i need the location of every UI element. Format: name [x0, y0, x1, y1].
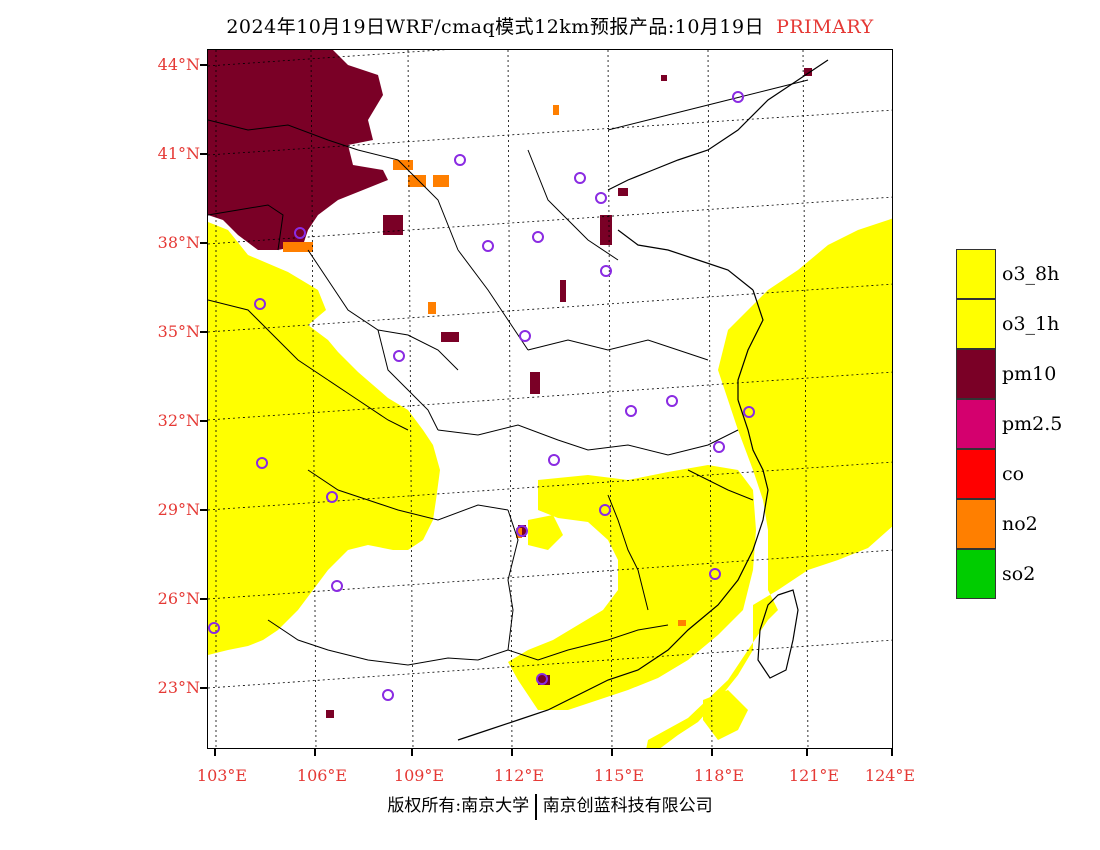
map-title: 2024年10月19日WRF/cmaq模式12km预报产品:10月19日 PRIM… — [0, 12, 1100, 39]
lon-label-106e: 106°E — [296, 766, 348, 785]
lon-tick — [314, 749, 316, 756]
legend-label: pm2.5 — [1002, 413, 1063, 435]
station-marker — [666, 395, 678, 407]
station-marker — [536, 673, 548, 685]
lon-label-112e: 112°E — [493, 766, 545, 785]
lat-label-35n: 35°N — [157, 322, 200, 341]
legend-item-no2: no2 — [956, 499, 1076, 549]
lon-label-124e: 124°E — [864, 766, 916, 785]
legend-label: o3_8h — [1002, 263, 1060, 285]
lon-tick — [214, 749, 216, 756]
lon-tick — [511, 749, 513, 756]
legend-swatch — [956, 249, 996, 299]
lon-tick — [611, 749, 613, 756]
station-marker — [548, 454, 560, 466]
copyright-separator — [535, 793, 537, 820]
station-marker — [713, 441, 725, 453]
lon-tick — [806, 749, 808, 756]
lon-label-118e: 118°E — [693, 766, 745, 785]
legend-label: pm10 — [1002, 363, 1057, 385]
lat-tick — [200, 64, 207, 66]
lon-label-121e: 121°E — [788, 766, 840, 785]
o3-region-east — [646, 218, 892, 748]
title-primary-tag: PRIMARY — [776, 16, 874, 38]
lat-label-44n: 44°N — [157, 55, 200, 74]
station-marker — [254, 298, 266, 310]
legend-item-pm10: pm10 — [956, 349, 1076, 399]
lat-tick — [200, 598, 207, 600]
legend-label: co — [1002, 463, 1025, 485]
map-canvas — [208, 50, 892, 748]
lat-label-41n: 41°N — [157, 144, 200, 163]
title-main: 2024年10月19日WRF/cmaq模式12km预报产品:10月19日 — [226, 16, 765, 38]
station-marker — [709, 568, 721, 580]
station-marker — [326, 491, 338, 503]
station-marker — [294, 227, 306, 239]
map-panel — [207, 49, 893, 749]
graticule — [208, 50, 892, 748]
copyright-right: 南京创蓝科技有限公司 — [542, 796, 713, 816]
pm10-patches — [326, 68, 812, 718]
station-marker — [256, 457, 268, 469]
taiwan-island — [757, 589, 799, 679]
station-marker — [732, 91, 744, 103]
lon-label-109e: 109°E — [393, 766, 445, 785]
o3-region-west — [208, 222, 440, 655]
legend-swatch — [956, 349, 996, 399]
copyright-footer: 版权所有:南京大学 南京创蓝科技有限公司 — [0, 791, 1100, 820]
coastline — [457, 59, 829, 741]
legend-swatch — [956, 299, 996, 349]
legend-item-so2: so2 — [956, 549, 1076, 599]
o3-region-south — [508, 465, 756, 740]
lat-tick — [200, 242, 207, 244]
lon-tick — [711, 749, 713, 756]
lat-label-26n: 26°N — [157, 589, 200, 608]
station-marker — [600, 265, 612, 277]
station-marker — [331, 580, 343, 592]
lat-label-23n: 23°N — [157, 678, 200, 697]
lon-tick — [891, 749, 893, 756]
station-marker — [482, 240, 494, 252]
station-marker — [208, 622, 220, 634]
lon-label-115e: 115°E — [593, 766, 645, 785]
station-marker — [532, 231, 544, 243]
station-marker — [382, 689, 394, 701]
monitoring-stations — [208, 91, 755, 701]
legend-label: o3_1h — [1002, 313, 1060, 335]
station-marker — [574, 172, 586, 184]
legend-swatch — [956, 549, 996, 599]
lon-label-103e: 103°E — [196, 766, 248, 785]
pollutant-legend: o3_8h o3_1h pm10 pm2.5 co no2 so2 — [956, 249, 1076, 599]
legend-item-co: co — [956, 449, 1076, 499]
lon-tick — [411, 749, 413, 756]
legend-label: no2 — [1002, 513, 1038, 535]
station-marker — [393, 350, 405, 362]
legend-item-o3-8h: o3_8h — [956, 249, 1076, 299]
lat-label-29n: 29°N — [157, 500, 200, 519]
station-marker — [599, 504, 611, 516]
station-marker — [743, 406, 755, 418]
legend-swatch — [956, 449, 996, 499]
lat-label-38n: 38°N — [157, 233, 200, 252]
lat-tick — [200, 509, 207, 511]
copyright-left: 版权所有:南京大学 — [387, 796, 530, 816]
legend-swatch — [956, 499, 996, 549]
province-boundaries — [208, 79, 809, 666]
station-marker — [454, 154, 466, 166]
station-marker — [595, 192, 607, 204]
legend-item-o3-1h: o3_1h — [956, 299, 1076, 349]
station-marker — [519, 330, 531, 342]
pm10-region-north — [208, 50, 388, 250]
lat-tick — [200, 153, 207, 155]
lat-tick — [200, 420, 207, 422]
legend-item-pm25: pm2.5 — [956, 399, 1076, 449]
station-marker — [625, 405, 637, 417]
lat-tick — [200, 687, 207, 689]
lat-label-32n: 32°N — [157, 411, 200, 430]
lat-tick — [200, 331, 207, 333]
legend-label: so2 — [1002, 563, 1036, 585]
legend-swatch — [956, 399, 996, 449]
station-marker — [516, 525, 528, 537]
